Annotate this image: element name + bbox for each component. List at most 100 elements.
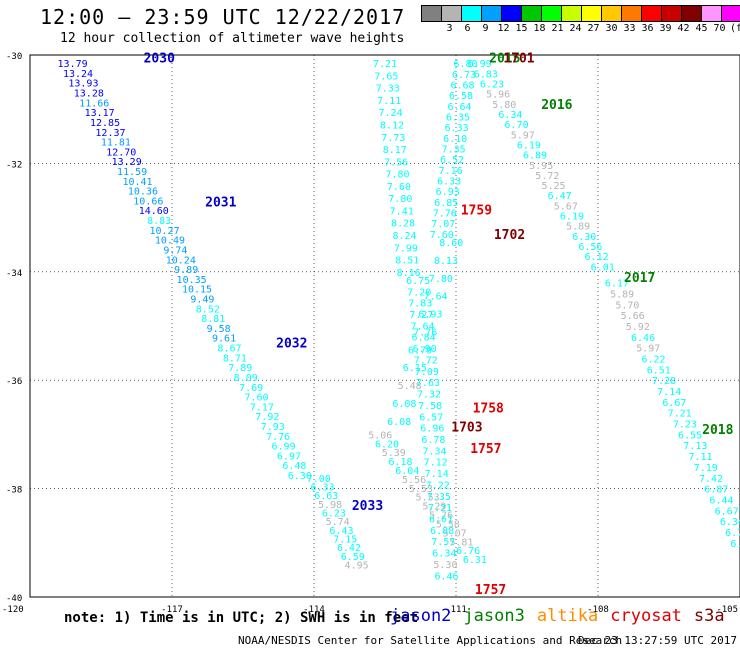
wave-height-value: 6.70 bbox=[725, 528, 740, 539]
wave-height-value: 7.20 bbox=[407, 287, 431, 298]
wave-height-value: 6.12 bbox=[585, 252, 609, 263]
wave-height-value: 5.53 bbox=[416, 493, 440, 504]
wave-height-value: 5.67 bbox=[554, 201, 578, 212]
chart-title: 12:00 — 23:59 UTC 12/22/2017 bbox=[40, 5, 406, 29]
wave-height-value: 7.13 bbox=[683, 441, 707, 452]
wave-height-value: 6.30 bbox=[572, 232, 596, 243]
wave-height-value: 8.52 bbox=[196, 304, 220, 315]
color-scale-label: 15 bbox=[515, 23, 528, 34]
wave-height-value: 9.61 bbox=[212, 334, 236, 345]
wave-height-value: 4.95 bbox=[345, 560, 369, 571]
wave-height-value: 10.27 bbox=[150, 226, 180, 237]
wave-height-value: 5.29 bbox=[422, 502, 446, 513]
wave-height-value: 13.24 bbox=[63, 69, 93, 80]
wave-height-value: 7.14 bbox=[425, 469, 449, 480]
wave-height-value: 7.21 bbox=[668, 409, 692, 420]
wave-height-value: 6.33 bbox=[437, 177, 461, 188]
wave-height-value: 6.23 bbox=[480, 79, 504, 90]
wave-height-value: 6.99 bbox=[272, 442, 296, 453]
pass-time-label: 1701 bbox=[503, 52, 534, 67]
wave-height-value: 6.15 bbox=[403, 363, 427, 374]
wave-height-value: 6.33 bbox=[445, 123, 469, 134]
pass-time-label: 1759 bbox=[461, 203, 492, 218]
wave-height-value: 7.24 bbox=[379, 108, 403, 119]
longitude-tick-label: -111 bbox=[445, 605, 467, 615]
wave-height-value: 7.23 bbox=[673, 420, 697, 431]
wave-height-value: 7.12 bbox=[424, 458, 448, 469]
latitude-tick-label: -34 bbox=[6, 269, 22, 279]
wave-height-value: 7.11 bbox=[689, 452, 713, 463]
wave-height-value: 6.20 bbox=[375, 439, 399, 450]
wave-height-value: 7.35 bbox=[427, 492, 451, 503]
wave-height-value: 9.49 bbox=[190, 295, 214, 306]
wave-height-value: 5.48 bbox=[398, 381, 422, 392]
wave-height-value: 7.09 bbox=[415, 367, 439, 378]
wave-height-value: 8.71 bbox=[223, 353, 247, 364]
wave-height-value: 7.56 bbox=[384, 157, 408, 168]
wave-height-value: 7.11 bbox=[377, 96, 401, 107]
wave-height-value: 11.66 bbox=[79, 98, 109, 109]
color-scale-label: 3 bbox=[446, 23, 453, 34]
wave-height-value: 6.84 bbox=[412, 333, 436, 344]
wave-height-value: 6.63 bbox=[314, 491, 338, 502]
wave-height-value: 6.22 bbox=[641, 355, 665, 366]
wave-height-value: 7.41 bbox=[390, 206, 414, 217]
latitude-tick-label: -32 bbox=[6, 160, 22, 170]
wave-height-value: 7.60 bbox=[430, 230, 454, 241]
color-scale-unit: (ft) bbox=[729, 23, 740, 34]
wave-height-value: 6.56 bbox=[578, 242, 602, 253]
longitude-tick-label: -105 bbox=[716, 605, 738, 615]
wave-height-value: 6.31 bbox=[463, 555, 487, 566]
wave-height-value: 6.46 bbox=[434, 571, 458, 582]
wave-height-value: 7.92 bbox=[255, 412, 279, 423]
wave-height-value: 5.25 bbox=[541, 181, 565, 192]
wave-height-value: 5.98 bbox=[318, 500, 342, 511]
wave-height-value: 6.99 bbox=[468, 59, 492, 70]
longitude-tick-label: -120 bbox=[2, 605, 24, 615]
latitude-tick-label: -36 bbox=[6, 377, 22, 387]
plot-frame bbox=[29, 54, 740, 598]
wave-height-value: 5.89 bbox=[610, 289, 634, 300]
wave-height-value: 6.58 bbox=[449, 91, 473, 102]
wave-height-value: 6.61 bbox=[429, 515, 453, 526]
wave-height-value: 6.90 bbox=[413, 344, 437, 355]
wave-height-value: 6.01 bbox=[591, 262, 615, 273]
legend-s3a: s3a bbox=[693, 606, 725, 626]
color-scale-label: 33 bbox=[623, 23, 636, 34]
wave-height-value: 7.15 bbox=[333, 534, 357, 545]
pass-time-label: 2033 bbox=[352, 499, 383, 514]
legend-altika: altika bbox=[536, 606, 599, 626]
wave-height-value: 8.81 bbox=[201, 314, 225, 325]
latitude-tick-label: -30 bbox=[6, 52, 22, 62]
wave-height-value: 7.80 bbox=[385, 170, 409, 181]
longitude-tick-label: -117 bbox=[161, 605, 183, 615]
wave-height-value: 8.09 bbox=[234, 373, 258, 384]
wave-height-value: 6.89 bbox=[523, 151, 547, 162]
wave-height-value: 6.34 bbox=[720, 517, 740, 528]
wave-height-value: 7.72 bbox=[414, 355, 438, 366]
wave-height-value: 7.76 bbox=[266, 432, 290, 443]
wave-height-value: 6.80 bbox=[453, 59, 477, 70]
wave-height-value: 5.72 bbox=[535, 171, 559, 182]
wave-height-value: 6.34 bbox=[498, 110, 522, 121]
color-scale-label: 12 bbox=[497, 23, 510, 34]
color-scale-label: 18 bbox=[533, 23, 546, 34]
color-scale-label: 42 bbox=[677, 23, 690, 34]
wave-height-value: 12.70 bbox=[106, 147, 136, 158]
wave-height-value: 7.60 bbox=[244, 393, 268, 404]
color-scale-label: 6 bbox=[464, 23, 471, 34]
wave-height-value: 10.15 bbox=[182, 285, 212, 296]
wave-height-value: 6.33 bbox=[310, 482, 334, 493]
wave-height-value: 5.53 bbox=[409, 484, 433, 495]
latitude-tick-label: -40 bbox=[6, 594, 22, 604]
wave-height-value: 7.89 bbox=[228, 363, 252, 374]
wave-height-value: 6.17 bbox=[605, 279, 629, 290]
wave-height-value: 10.41 bbox=[122, 177, 152, 188]
wave-height-value: 14.60 bbox=[139, 206, 169, 217]
wave-height-value: 6.97 bbox=[277, 451, 301, 462]
wave-height-value: 7.76 bbox=[413, 327, 437, 338]
wave-height-value: 7.33 bbox=[376, 84, 400, 95]
wave-height-value: 10.24 bbox=[166, 255, 196, 266]
